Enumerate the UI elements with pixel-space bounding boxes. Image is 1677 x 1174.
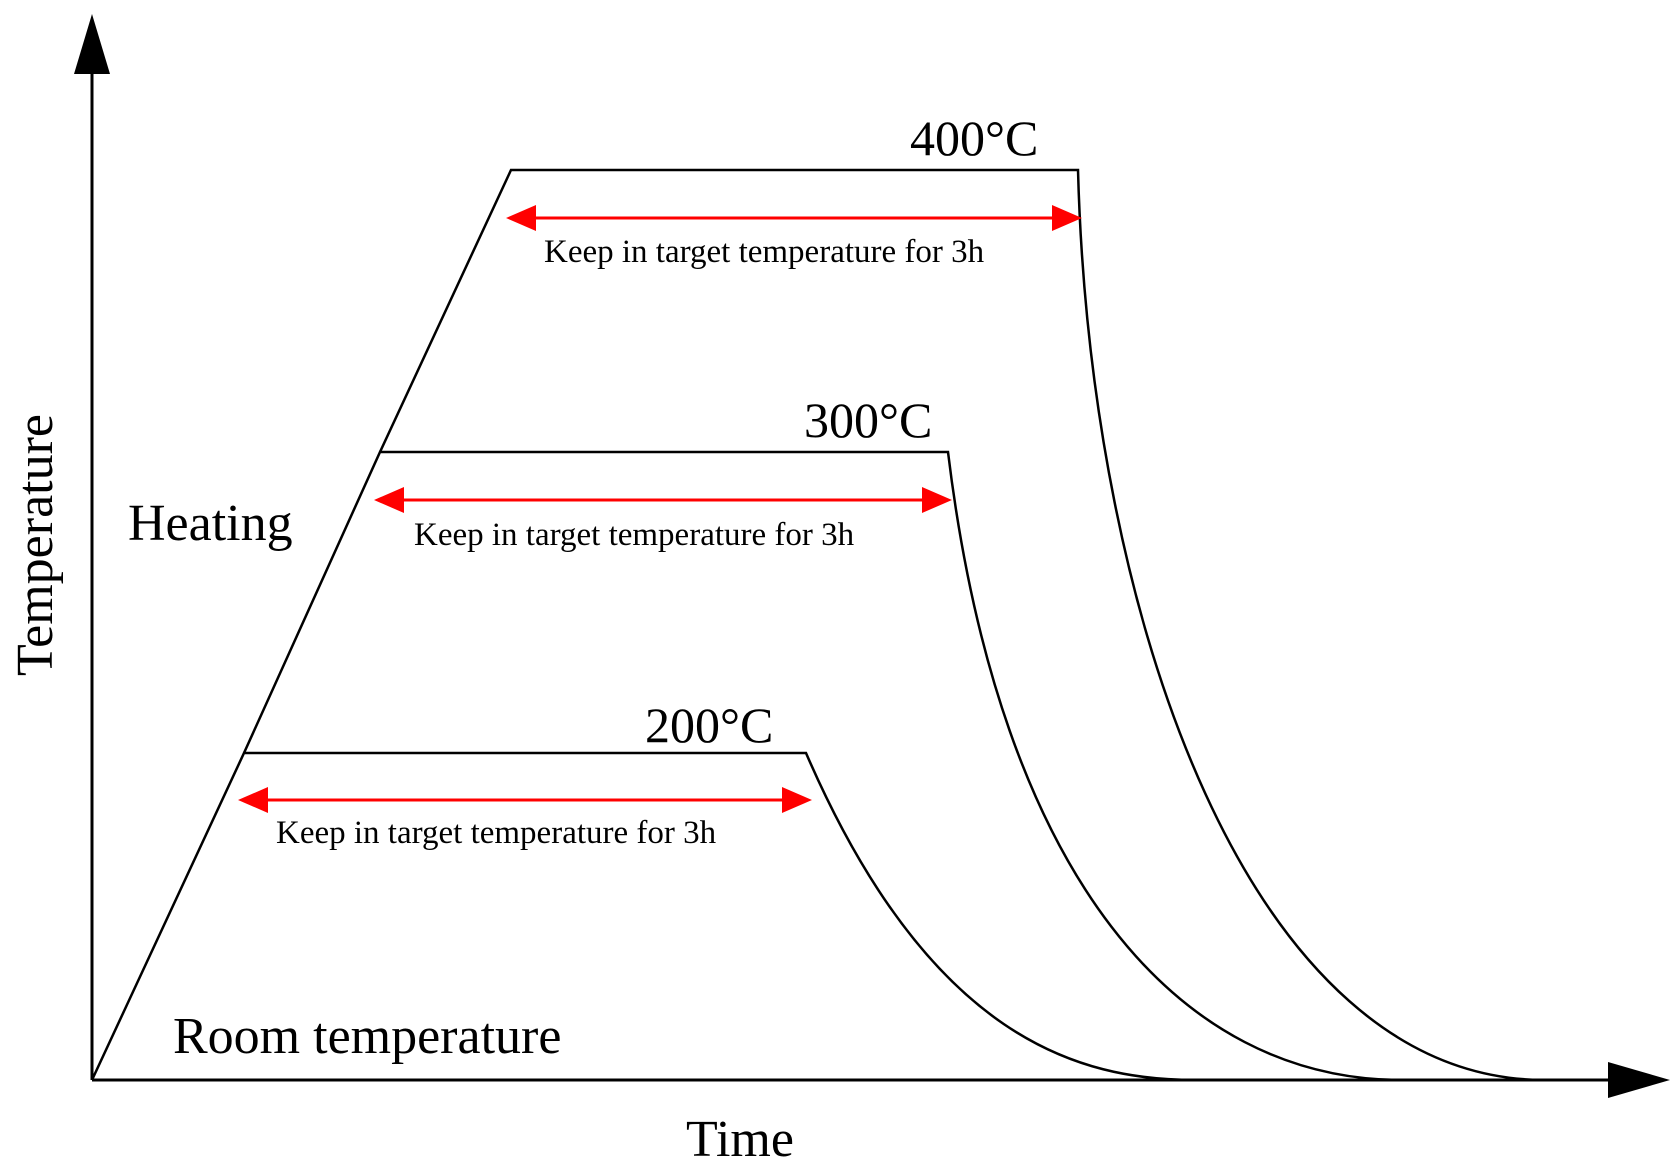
profile-400-hold-label: Keep in target temperature for 3h — [544, 234, 985, 270]
profile-400-hold-arrow — [506, 205, 1082, 231]
profile-400-curve — [378, 168, 1546, 1082]
profile-300-curve — [242, 450, 1403, 1082]
axes — [74, 14, 1670, 1098]
profile-200-curve — [90, 751, 1196, 1082]
profile-300: 300°C Keep in target temperature for 3h — [242, 392, 1403, 1082]
profile-300-hold-label: Keep in target temperature for 3h — [414, 517, 855, 553]
arrow-left-icon — [374, 487, 404, 513]
profile-200: 200°C Keep in target temperature for 3h — [90, 697, 1196, 1082]
profile-200-hold-label: Keep in target temperature for 3h — [276, 815, 717, 851]
room-temperature-label: Room temperature — [173, 1008, 561, 1065]
y-axis-label: Temperature — [7, 414, 64, 676]
profile-300-target-label: 300°C — [804, 392, 932, 448]
arrow-right-icon — [1052, 205, 1082, 231]
arrow-left-icon — [506, 205, 536, 231]
arrow-right-icon — [922, 487, 952, 513]
profile-400-target-label: 400°C — [910, 110, 1038, 166]
heating-label: Heating — [128, 495, 293, 552]
profile-400: 400°C Keep in target temperature for 3h — [378, 110, 1546, 1082]
arrow-left-icon — [238, 787, 268, 813]
profile-200-target-label: 200°C — [645, 697, 773, 753]
arrow-right-icon — [782, 787, 812, 813]
profile-200-hold-arrow — [238, 787, 812, 813]
x-axis-arrow-icon — [1608, 1062, 1670, 1098]
x-axis-label: Time — [686, 1111, 794, 1168]
y-axis-arrow-icon — [74, 14, 110, 74]
profile-300-hold-arrow — [374, 487, 952, 513]
